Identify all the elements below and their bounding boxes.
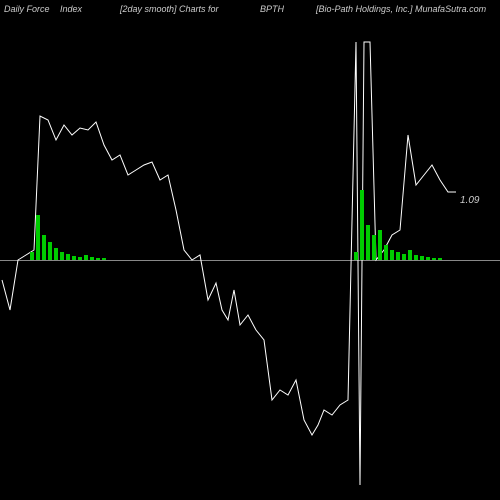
volume-bar	[390, 250, 394, 260]
volume-bar	[66, 254, 70, 260]
volume-bar	[48, 242, 52, 260]
chart-header: Daily Force Index [2day smooth] Charts f…	[0, 4, 500, 20]
title-company: [Bio-Path Holdings, Inc.] MunafaSutra.co…	[316, 4, 486, 14]
volume-bar	[42, 235, 46, 260]
volume-bar	[78, 257, 82, 260]
volume-bar	[90, 257, 94, 260]
volume-bar	[84, 255, 88, 260]
volume-bar	[384, 245, 388, 260]
volume-bar	[354, 252, 358, 260]
volume-bar	[438, 258, 442, 260]
volume-bar	[366, 225, 370, 260]
volume-bar	[396, 252, 400, 260]
volume-bar	[30, 252, 34, 260]
chart-area: 1.09	[0, 20, 500, 495]
title-smooth: [2day smooth] Charts for	[120, 4, 219, 14]
title-daily-force: Daily Force	[4, 4, 50, 14]
volume-bar	[36, 215, 40, 260]
volume-bar	[96, 258, 100, 260]
last-value-label: 1.09	[460, 195, 479, 206]
title-index: Index	[60, 4, 82, 14]
title-ticker: BPTH	[260, 4, 284, 14]
volume-bar	[432, 258, 436, 260]
volume-bar	[378, 230, 382, 260]
volume-bar	[54, 248, 58, 260]
volume-bar	[102, 258, 106, 260]
volume-bar	[402, 254, 406, 260]
volume-bar	[414, 255, 418, 260]
volume-bar	[360, 190, 364, 260]
volume-bar	[372, 235, 376, 260]
volume-bar	[426, 257, 430, 260]
volume-bar	[408, 250, 412, 260]
volume-bar	[72, 256, 76, 260]
volume-bar	[420, 256, 424, 260]
volume-bar	[60, 252, 64, 260]
